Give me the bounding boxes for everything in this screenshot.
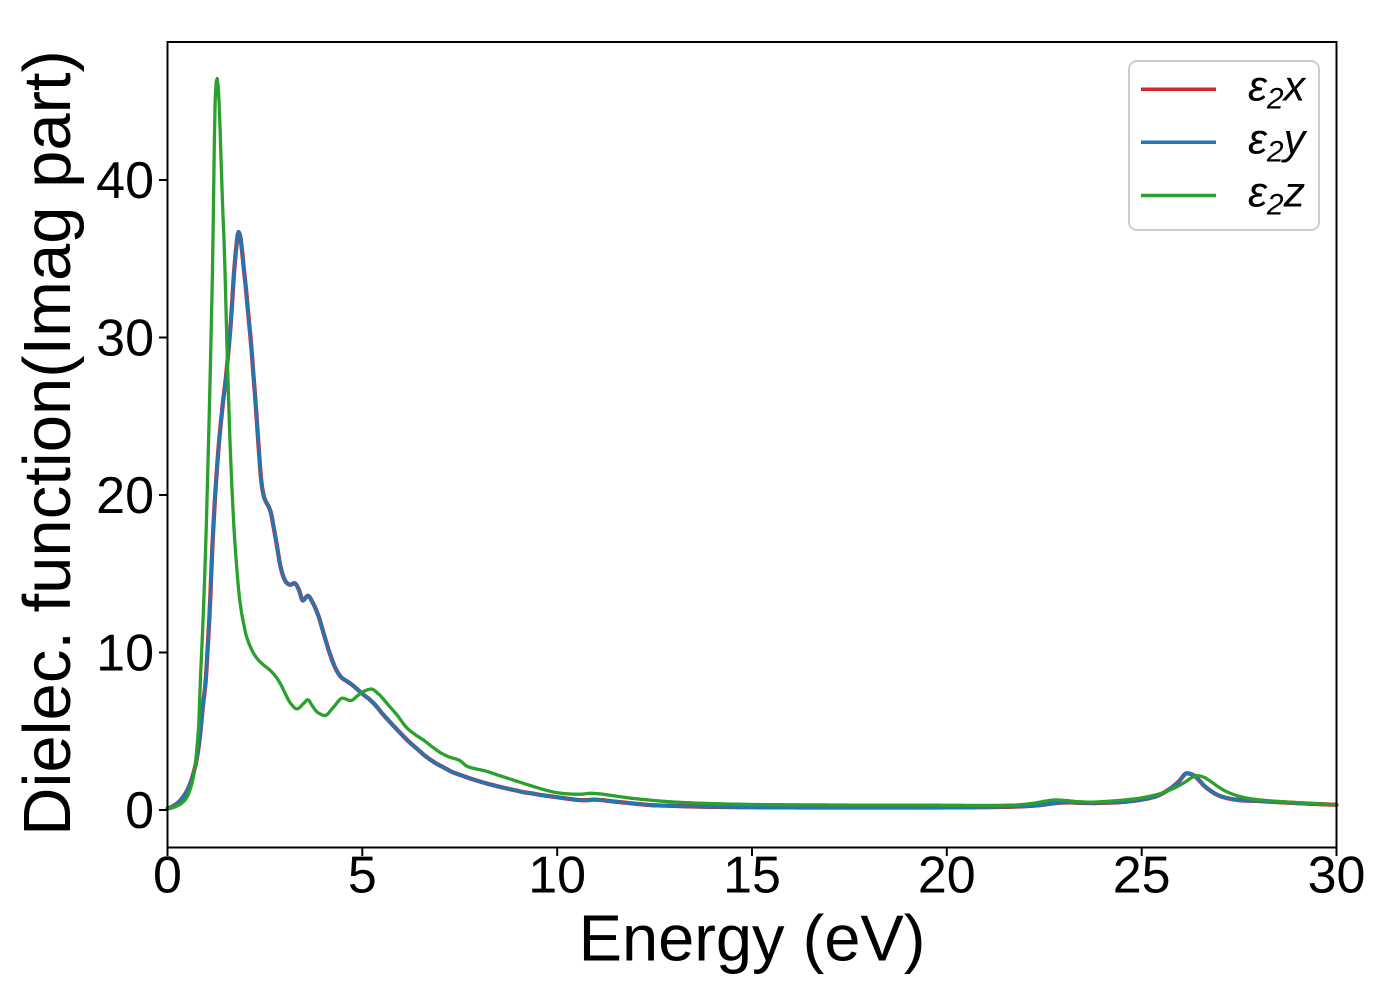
svg-text:25: 25 <box>1113 847 1171 905</box>
svg-text:40: 40 <box>96 152 154 210</box>
svg-text:10: 10 <box>528 847 586 905</box>
svg-text:ε2x: ε2x <box>1248 62 1307 115</box>
svg-text:5: 5 <box>348 847 377 905</box>
svg-text:0: 0 <box>125 782 154 840</box>
svg-text:10: 10 <box>96 624 154 682</box>
svg-text:30: 30 <box>96 309 154 367</box>
svg-text:20: 20 <box>918 847 976 905</box>
svg-text:20: 20 <box>96 467 154 525</box>
svg-text:0: 0 <box>153 847 182 905</box>
svg-text:30: 30 <box>1308 847 1366 905</box>
svg-text:Dielec. function(Imag part): Dielec. function(Imag part) <box>10 50 85 836</box>
svg-text:15: 15 <box>723 847 781 905</box>
svg-text:Energy (eV): Energy (eV) <box>579 902 926 975</box>
